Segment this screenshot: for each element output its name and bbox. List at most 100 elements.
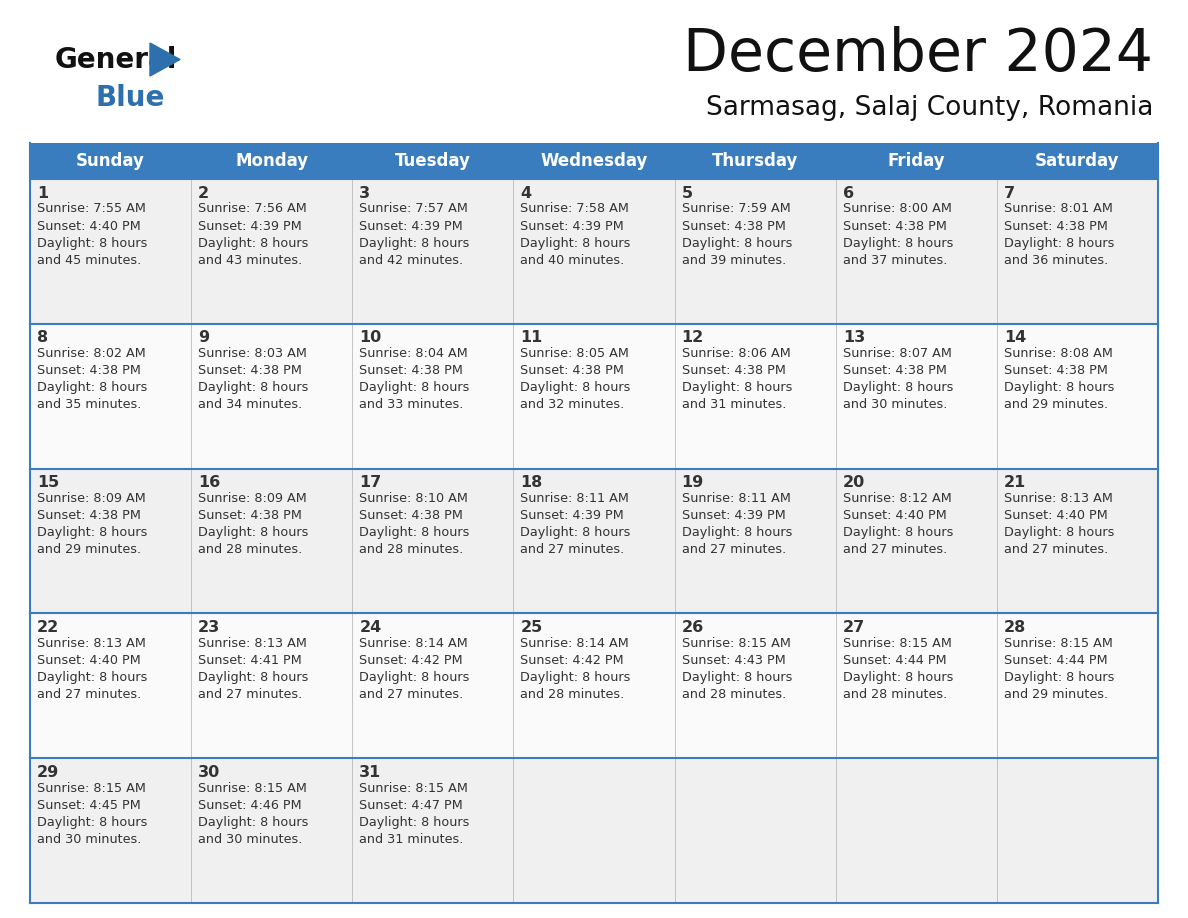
Text: and 30 minutes.: and 30 minutes.	[37, 833, 141, 845]
Text: Sarmasag, Salaj County, Romania: Sarmasag, Salaj County, Romania	[706, 95, 1154, 121]
Text: and 27 minutes.: and 27 minutes.	[682, 543, 785, 556]
Text: Sunrise: 8:15 AM: Sunrise: 8:15 AM	[359, 782, 468, 795]
Text: and 28 minutes.: and 28 minutes.	[359, 543, 463, 556]
Text: and 36 minutes.: and 36 minutes.	[1004, 253, 1108, 266]
Text: 21: 21	[1004, 476, 1026, 490]
Text: 9: 9	[198, 330, 209, 345]
Text: and 45 minutes.: and 45 minutes.	[37, 253, 141, 266]
Text: 22: 22	[37, 620, 59, 635]
Text: 8: 8	[37, 330, 49, 345]
Text: Daylight: 8 hours: Daylight: 8 hours	[37, 381, 147, 395]
Text: Friday: Friday	[887, 152, 946, 170]
Text: Sunrise: 8:10 AM: Sunrise: 8:10 AM	[359, 492, 468, 505]
Text: and 28 minutes.: and 28 minutes.	[842, 688, 947, 701]
Text: Sunrise: 8:15 AM: Sunrise: 8:15 AM	[37, 782, 146, 795]
Text: Sunrise: 8:11 AM: Sunrise: 8:11 AM	[520, 492, 630, 505]
Text: and 35 minutes.: and 35 minutes.	[37, 398, 141, 411]
Text: Sunset: 4:40 PM: Sunset: 4:40 PM	[37, 219, 140, 232]
Text: and 29 minutes.: and 29 minutes.	[1004, 688, 1108, 701]
Text: and 37 minutes.: and 37 minutes.	[842, 253, 947, 266]
Text: 26: 26	[682, 620, 703, 635]
Text: Sunrise: 8:13 AM: Sunrise: 8:13 AM	[37, 637, 146, 650]
Text: Sunset: 4:46 PM: Sunset: 4:46 PM	[198, 799, 302, 812]
Text: Sunrise: 8:04 AM: Sunrise: 8:04 AM	[359, 347, 468, 360]
Text: Sunrise: 8:03 AM: Sunrise: 8:03 AM	[198, 347, 307, 360]
Text: Daylight: 8 hours: Daylight: 8 hours	[37, 816, 147, 829]
Text: Daylight: 8 hours: Daylight: 8 hours	[682, 381, 792, 395]
Text: and 27 minutes.: and 27 minutes.	[198, 688, 303, 701]
Text: 14: 14	[1004, 330, 1026, 345]
Text: Daylight: 8 hours: Daylight: 8 hours	[842, 526, 953, 539]
Text: 16: 16	[198, 476, 221, 490]
Text: Sunrise: 8:01 AM: Sunrise: 8:01 AM	[1004, 203, 1113, 216]
Text: Sunset: 4:42 PM: Sunset: 4:42 PM	[520, 654, 624, 666]
Text: Sunset: 4:39 PM: Sunset: 4:39 PM	[682, 509, 785, 522]
Text: Sunset: 4:38 PM: Sunset: 4:38 PM	[1004, 364, 1107, 377]
Text: Daylight: 8 hours: Daylight: 8 hours	[520, 381, 631, 395]
Bar	[30, 758, 1158, 903]
Text: Sunset: 4:47 PM: Sunset: 4:47 PM	[359, 799, 463, 812]
Text: and 30 minutes.: and 30 minutes.	[842, 398, 947, 411]
Text: Sunrise: 8:13 AM: Sunrise: 8:13 AM	[198, 637, 307, 650]
Text: Sunset: 4:38 PM: Sunset: 4:38 PM	[520, 364, 625, 377]
Text: Daylight: 8 hours: Daylight: 8 hours	[520, 526, 631, 539]
Text: and 29 minutes.: and 29 minutes.	[37, 543, 141, 556]
Text: 3: 3	[359, 185, 371, 200]
Text: Sunset: 4:39 PM: Sunset: 4:39 PM	[520, 509, 624, 522]
Text: and 29 minutes.: and 29 minutes.	[1004, 398, 1108, 411]
Text: 6: 6	[842, 185, 854, 200]
Text: 13: 13	[842, 330, 865, 345]
Text: Daylight: 8 hours: Daylight: 8 hours	[1004, 237, 1114, 250]
Text: Daylight: 8 hours: Daylight: 8 hours	[1004, 526, 1114, 539]
Text: Daylight: 8 hours: Daylight: 8 hours	[198, 671, 309, 684]
Text: Blue: Blue	[95, 84, 164, 112]
Text: 24: 24	[359, 620, 381, 635]
Text: Sunset: 4:40 PM: Sunset: 4:40 PM	[1004, 509, 1107, 522]
Text: and 32 minutes.: and 32 minutes.	[520, 398, 625, 411]
Text: Daylight: 8 hours: Daylight: 8 hours	[359, 381, 469, 395]
Text: Sunset: 4:38 PM: Sunset: 4:38 PM	[682, 364, 785, 377]
Bar	[30, 613, 1158, 758]
Text: General: General	[55, 46, 177, 74]
Text: 10: 10	[359, 330, 381, 345]
Text: and 27 minutes.: and 27 minutes.	[842, 543, 947, 556]
Text: Sunrise: 8:13 AM: Sunrise: 8:13 AM	[1004, 492, 1113, 505]
Text: Daylight: 8 hours: Daylight: 8 hours	[520, 237, 631, 250]
Text: Sunset: 4:39 PM: Sunset: 4:39 PM	[198, 219, 302, 232]
Text: December 2024: December 2024	[683, 27, 1154, 84]
Text: Sunrise: 8:14 AM: Sunrise: 8:14 AM	[359, 637, 468, 650]
Text: Sunrise: 7:58 AM: Sunrise: 7:58 AM	[520, 203, 630, 216]
Text: Sunrise: 8:15 AM: Sunrise: 8:15 AM	[198, 782, 307, 795]
Text: Daylight: 8 hours: Daylight: 8 hours	[1004, 671, 1114, 684]
Text: Saturday: Saturday	[1035, 152, 1119, 170]
Text: Thursday: Thursday	[712, 152, 798, 170]
Text: Sunset: 4:38 PM: Sunset: 4:38 PM	[198, 364, 302, 377]
Text: Sunrise: 8:12 AM: Sunrise: 8:12 AM	[842, 492, 952, 505]
Text: and 33 minutes.: and 33 minutes.	[359, 398, 463, 411]
Text: 27: 27	[842, 620, 865, 635]
Text: and 27 minutes.: and 27 minutes.	[37, 688, 141, 701]
Text: 17: 17	[359, 476, 381, 490]
Text: Sunset: 4:45 PM: Sunset: 4:45 PM	[37, 799, 140, 812]
Text: Daylight: 8 hours: Daylight: 8 hours	[37, 526, 147, 539]
Text: Daylight: 8 hours: Daylight: 8 hours	[198, 381, 309, 395]
Text: and 27 minutes.: and 27 minutes.	[359, 688, 463, 701]
Text: 19: 19	[682, 476, 703, 490]
Text: Daylight: 8 hours: Daylight: 8 hours	[37, 671, 147, 684]
Text: Tuesday: Tuesday	[394, 152, 470, 170]
Text: Daylight: 8 hours: Daylight: 8 hours	[359, 237, 469, 250]
Text: Daylight: 8 hours: Daylight: 8 hours	[842, 237, 953, 250]
Text: Sunrise: 8:15 AM: Sunrise: 8:15 AM	[1004, 637, 1113, 650]
Text: and 27 minutes.: and 27 minutes.	[520, 543, 625, 556]
Text: 1: 1	[37, 185, 49, 200]
Text: and 42 minutes.: and 42 minutes.	[359, 253, 463, 266]
Text: 4: 4	[520, 185, 531, 200]
Text: and 31 minutes.: and 31 minutes.	[359, 833, 463, 845]
Text: Sunrise: 8:09 AM: Sunrise: 8:09 AM	[37, 492, 146, 505]
Text: Sunrise: 8:05 AM: Sunrise: 8:05 AM	[520, 347, 630, 360]
Text: 11: 11	[520, 330, 543, 345]
Text: Daylight: 8 hours: Daylight: 8 hours	[682, 526, 792, 539]
Bar	[30, 324, 1158, 468]
Text: Sunset: 4:38 PM: Sunset: 4:38 PM	[682, 219, 785, 232]
Text: and 28 minutes.: and 28 minutes.	[682, 688, 785, 701]
